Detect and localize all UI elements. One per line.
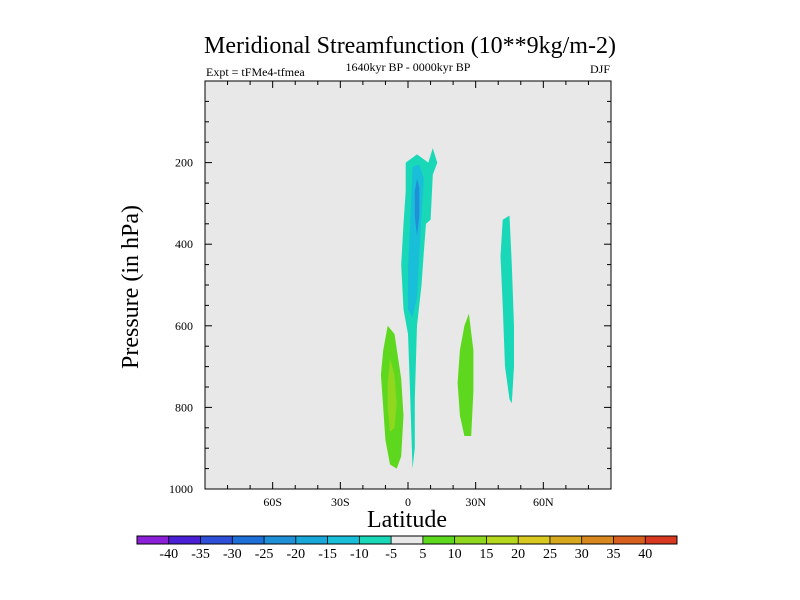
colorbar-label: -15: [318, 547, 337, 562]
x-tick-label: 30N: [465, 495, 486, 509]
season-label: DJF: [590, 62, 610, 76]
colorbar-swatch: [549, 536, 582, 544]
tropical-negative-cell-inner: [414, 178, 420, 236]
y-axis-ticks: 200 400 600 800 1000: [169, 100, 611, 496]
colorbar-swatch: [581, 536, 614, 544]
colorbar-swatch: [454, 536, 487, 544]
colorbar-label: -5: [385, 547, 397, 562]
colorbar-label: 25: [543, 547, 557, 562]
colorbar-label: 20: [511, 547, 525, 562]
period-label: 1640kyr BP - 0000kyr BP: [346, 60, 471, 74]
colorbar-swatch: [200, 536, 233, 544]
northern-positive-cell: [457, 313, 474, 436]
x-tick-label: 60N: [533, 495, 554, 509]
colorbar-swatch: [518, 536, 551, 544]
experiment-label: Expt = tFMe4-tfmea: [206, 65, 305, 79]
colorbar: -40 -35 -30 -25 -20 -15 -10 -5 5 10 15 20 25 30 35 40: [136, 535, 678, 562]
colorbar-label: -35: [191, 547, 210, 562]
y-tick-label: 200: [175, 156, 193, 170]
colorbar-swatch: [613, 536, 646, 544]
colorbar-swatch: [137, 536, 170, 544]
y-tick-label: 1000: [169, 482, 193, 496]
colorbar-swatch: [295, 536, 328, 544]
y-axis-label: Pressure (in hPa): [118, 205, 144, 369]
colorbar-label: -20: [286, 547, 305, 562]
colorbar-swatch: [264, 536, 297, 544]
x-tick-label: 0: [405, 495, 411, 509]
colorbar-label: -40: [159, 547, 178, 562]
southern-positive-cell-inner: [387, 358, 397, 432]
x-axis-ticks: 60S 30S 0 30N 60N: [227, 81, 589, 509]
colorbar-label: 30: [575, 547, 589, 562]
x-tick-label: 30S: [331, 495, 350, 509]
colorbar-label: 40: [638, 547, 652, 562]
colorbar-label: -30: [223, 547, 242, 562]
chart-title: Meridional Streamfunction (10**9kg/m-2): [204, 33, 616, 59]
colorbar-swatch: [391, 536, 424, 544]
y-tick-label: 400: [175, 237, 193, 251]
colorbar-swatch: [359, 536, 392, 544]
colorbar-swatch: [645, 536, 678, 544]
colorbar-swatch: [232, 536, 265, 544]
colorbar-swatch: [486, 536, 519, 544]
y-tick-label: 800: [175, 400, 193, 414]
colorbar-frame: [136, 535, 678, 545]
colorbar-label: 10: [448, 547, 462, 562]
colorbar-swatch: [327, 536, 360, 544]
x-axis-label: Latitude: [367, 507, 447, 533]
x-tick-label: 60S: [263, 495, 282, 509]
contour-fills: [380, 148, 514, 469]
colorbar-label: -25: [255, 547, 274, 562]
colorbar-label: 15: [479, 547, 493, 562]
tropical-negative-cell-mid: [408, 164, 424, 318]
midlatitude-negative-cell: [500, 215, 514, 404]
colorbar-label: 35: [606, 547, 620, 562]
colorbar-label: -10: [350, 547, 369, 562]
y-tick-label: 600: [175, 319, 193, 333]
colorbar-swatch: [422, 536, 455, 544]
colorbar-swatch: [168, 536, 201, 544]
colorbar-label: 5: [419, 547, 426, 562]
